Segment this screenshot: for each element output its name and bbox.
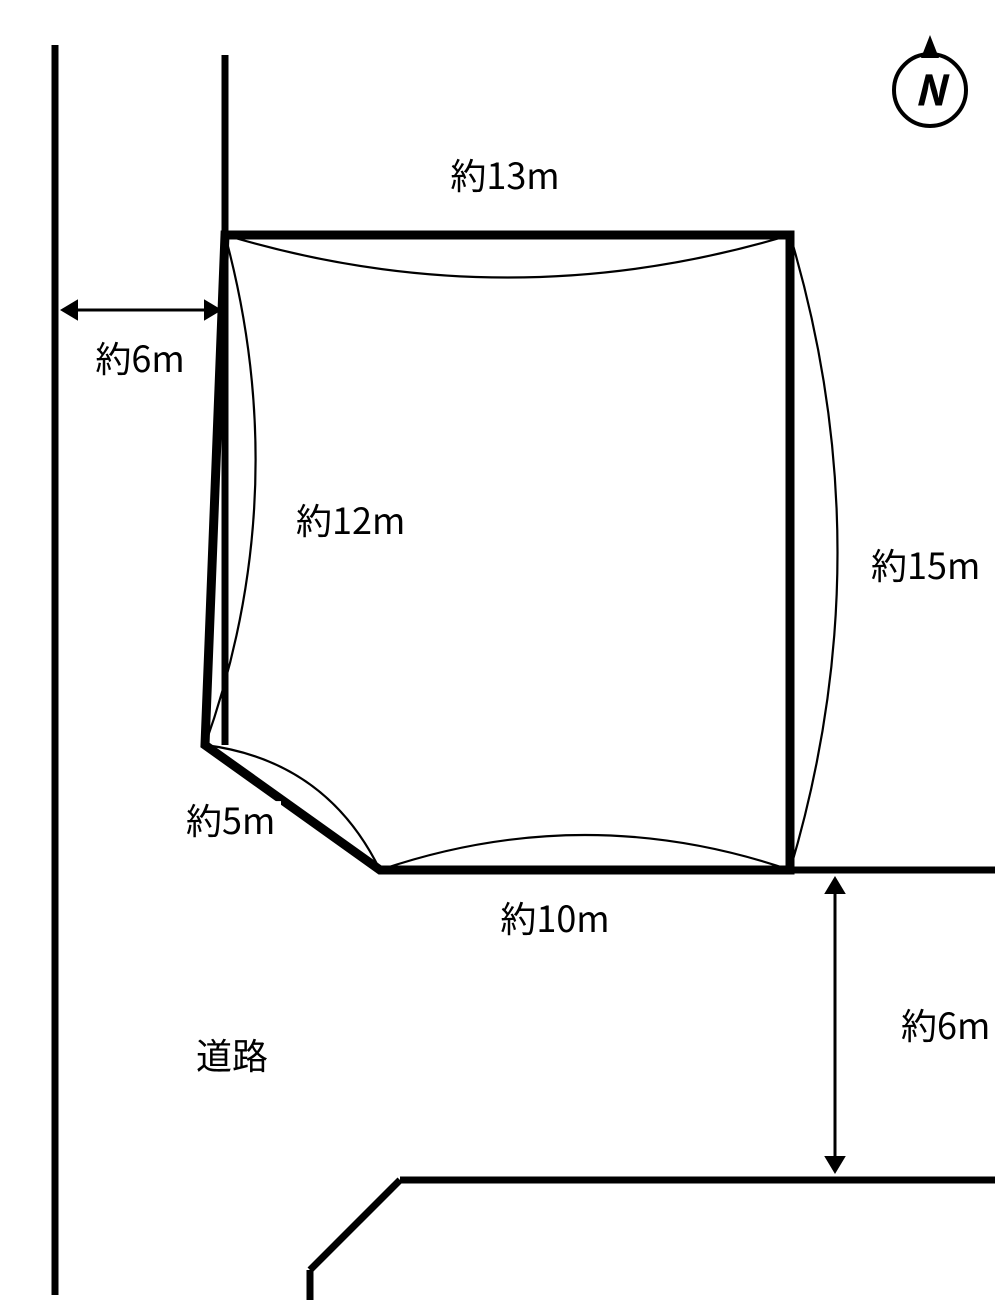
dim-arc-bottom (380, 835, 790, 870)
dim-left: 約12m (290, 501, 411, 539)
road-width-south: 約6m (895, 1006, 996, 1044)
svg-text:N: N (914, 57, 950, 118)
dim-top: 約13m (444, 156, 565, 194)
dim-right: 約15m (865, 546, 986, 584)
dim-arc-right (790, 235, 838, 870)
far-south-chamfer (310, 1180, 400, 1270)
plot-boundary (205, 235, 790, 870)
compass-icon: N (894, 35, 966, 126)
road-width-west: 約6m (89, 339, 190, 377)
dim-chamfer: 約5m (180, 801, 281, 839)
road-label: 道路 (190, 1036, 274, 1074)
dim-bottom: 約10m (494, 899, 615, 937)
dim-arc-top (225, 235, 790, 278)
